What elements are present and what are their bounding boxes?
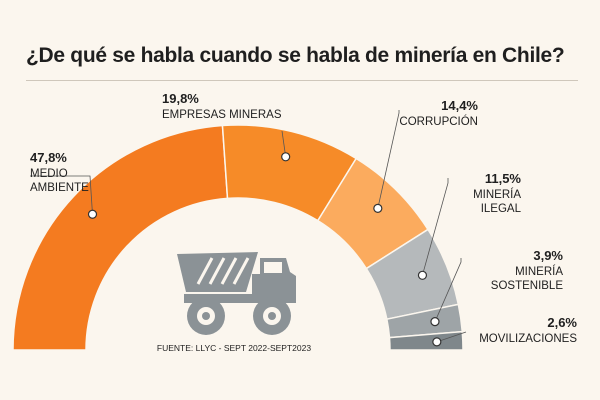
leader-line-3 xyxy=(377,110,400,209)
leader-dot-3 xyxy=(373,203,383,214)
slice-value-label-6: 2,6% xyxy=(547,315,577,330)
chart-labels: 47,8% MEDIO AMBIENTE 19,8% EMPRESAS MINERAS 1… xyxy=(30,91,577,345)
slice-category-label-6: MOVILIZACIONES xyxy=(479,333,577,345)
chart-slices xyxy=(12,124,464,351)
slice-category-label-2: EMPRESAS MINERAS xyxy=(162,109,282,121)
leader-dot-2 xyxy=(281,152,291,162)
slice-category-label-5: MINERÍA xyxy=(515,265,563,278)
slice-value-label-5: 3,9% xyxy=(533,248,563,263)
slice-category-label-4: ILEGAL xyxy=(481,203,522,215)
leader-dot-4 xyxy=(417,270,428,280)
title-divider xyxy=(26,80,578,81)
slice-value-label-3: 14,4% xyxy=(441,98,478,113)
slice-category-label-4: MINERÍA xyxy=(473,188,521,201)
leader-line-4 xyxy=(422,178,449,276)
slice-value-label-4: 11,5% xyxy=(485,171,522,186)
leader-line-6 xyxy=(436,331,467,343)
leader-line-5 xyxy=(434,258,462,322)
slice-1 xyxy=(12,124,229,351)
chart-leader-lines xyxy=(30,110,467,347)
slice-category-label-5: SOSTENIBLE xyxy=(491,280,564,292)
slice-6 xyxy=(388,330,464,351)
leader-dot-6 xyxy=(432,337,442,347)
slice-value-label-1: 47,8% xyxy=(30,150,67,165)
slice-category-label-1: AMBIENTE xyxy=(30,182,89,194)
slice-value-label-2: 19,8% xyxy=(162,91,199,106)
slice-category-label-1: MEDIO xyxy=(30,168,68,180)
leader-dot-1 xyxy=(87,209,98,219)
leader-dot-5 xyxy=(430,317,440,327)
chart-title: ¿De qué se habla cuando se habla de mine… xyxy=(26,44,565,67)
source-note: FUENTE: LLYC - SEPT 2022-SEPT2023 xyxy=(157,343,311,353)
leader-line-1 xyxy=(30,175,93,215)
mining-truck-icon xyxy=(177,252,296,335)
slice-category-label-3: CORRUPCIÓN xyxy=(399,115,478,128)
